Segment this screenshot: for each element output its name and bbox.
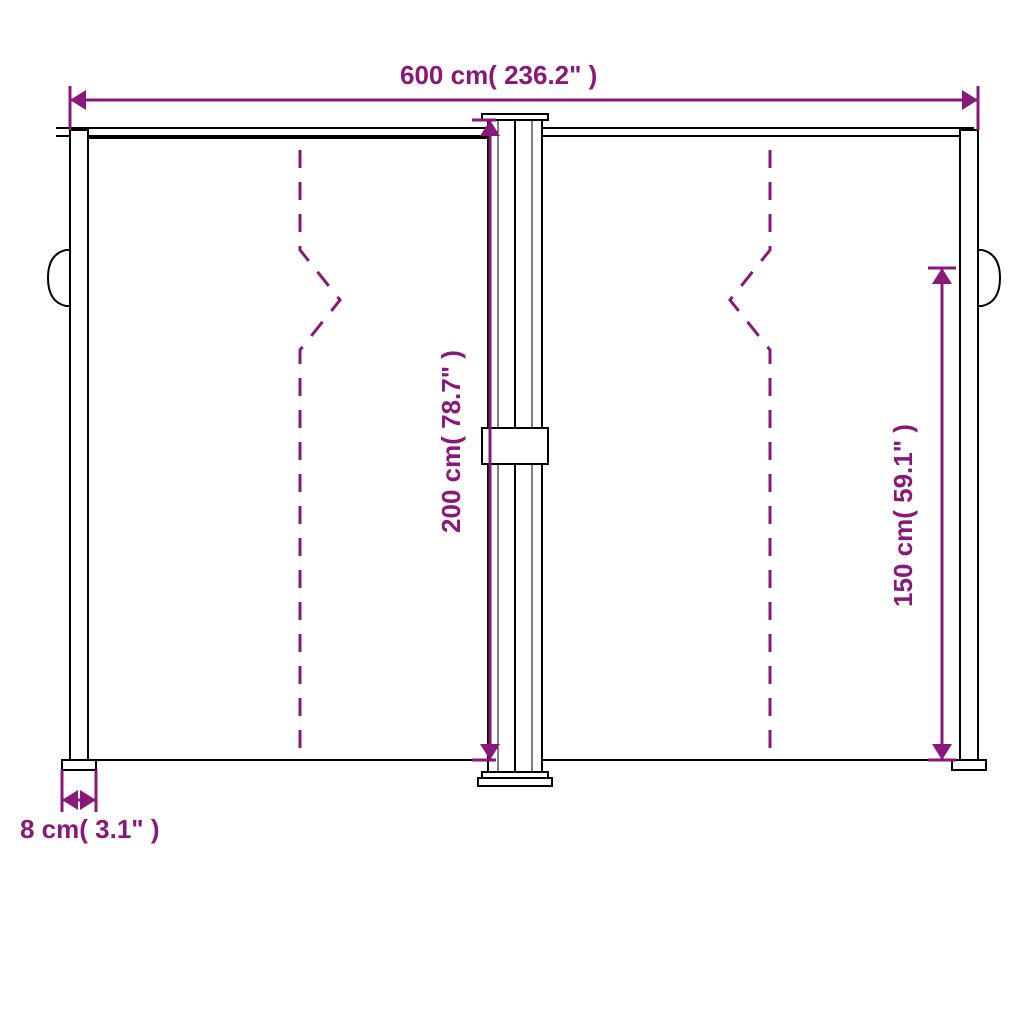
dim-label-height-200: 200 cm( 78.7" ) <box>436 350 467 533</box>
dim-label-height-150: 150 cm( 59.1" ) <box>888 424 919 607</box>
diagram-svg <box>0 0 1024 1024</box>
dim-label-foot: 8 cm( 3.1" ) <box>20 814 160 845</box>
dim-label-width: 600 cm( 236.2" ) <box>400 60 597 91</box>
diagram-stage: 600 cm( 236.2" ) 200 cm( 78.7" ) 150 cm(… <box>0 0 1024 1024</box>
